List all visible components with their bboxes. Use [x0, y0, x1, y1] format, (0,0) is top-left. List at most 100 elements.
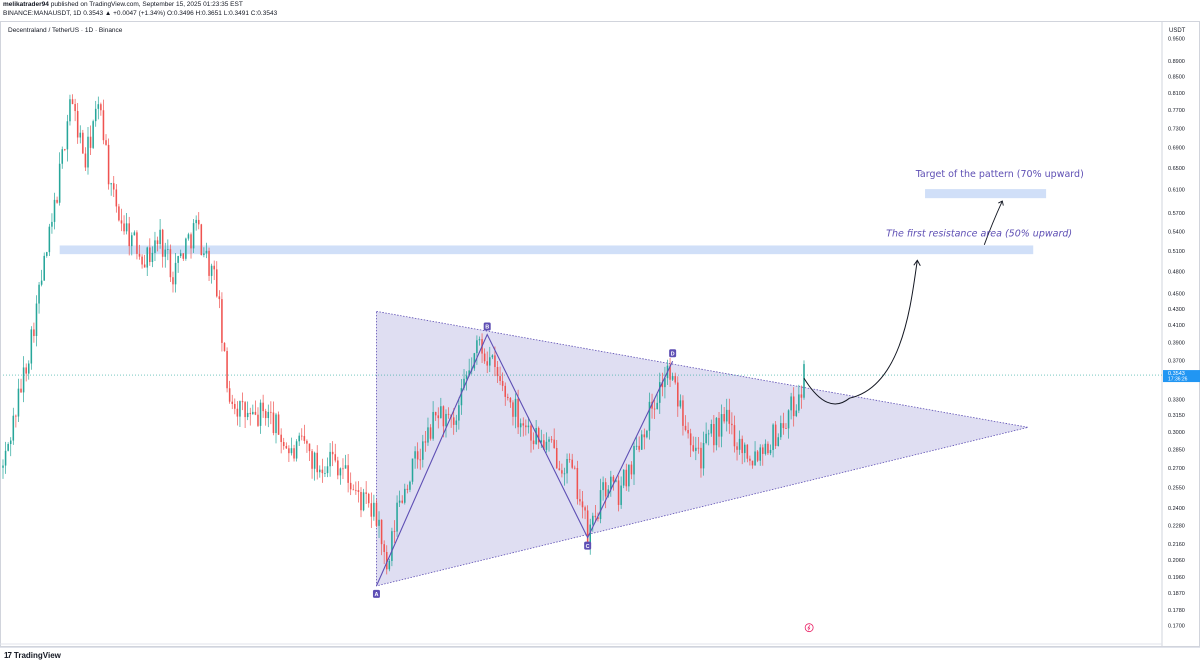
candle-body[interactable]	[378, 519, 380, 526]
candle-body[interactable]	[280, 434, 282, 443]
candle-body[interactable]	[349, 482, 352, 490]
candle-body[interactable]	[615, 480, 617, 482]
candle-body[interactable]	[398, 500, 401, 503]
target-arrow[interactable]	[983, 200, 1003, 245]
candle-body[interactable]	[468, 370, 470, 376]
candle-body[interactable]	[110, 183, 112, 185]
candle-body[interactable]	[445, 413, 447, 427]
candle-body[interactable]	[383, 544, 385, 553]
candle-body[interactable]	[519, 423, 522, 428]
candle-body[interactable]	[653, 408, 656, 410]
candle-body[interactable]	[411, 458, 414, 482]
candle-body[interactable]	[264, 411, 267, 419]
price-chart[interactable]: Decentraland / TetherUS · 1D · Binance US…	[0, 21, 1200, 647]
candle-body[interactable]	[15, 415, 17, 417]
candle-body[interactable]	[316, 452, 318, 473]
candle-body[interactable]	[718, 417, 720, 437]
candle-body[interactable]	[548, 439, 550, 442]
candle-body[interactable]	[393, 531, 396, 532]
candle-body[interactable]	[241, 401, 244, 403]
candle-body[interactable]	[64, 149, 66, 150]
candle-body[interactable]	[764, 443, 767, 454]
candle-body[interactable]	[12, 415, 15, 441]
candle-body[interactable]	[589, 524, 591, 544]
candle-body[interactable]	[728, 409, 731, 424]
candle-body[interactable]	[731, 423, 733, 426]
candle-body[interactable]	[702, 442, 705, 469]
candle-body[interactable]	[496, 366, 499, 377]
candle-body[interactable]	[17, 388, 20, 417]
candle-body[interactable]	[357, 490, 360, 492]
candle-body[interactable]	[236, 408, 239, 417]
abcd-point-marker[interactable]	[483, 322, 491, 331]
candle-body[interactable]	[774, 424, 777, 446]
candle-body[interactable]	[447, 413, 450, 415]
candle-body[interactable]	[625, 469, 628, 487]
candle-body[interactable]	[630, 464, 633, 475]
candle-body[interactable]	[478, 339, 481, 341]
candle-body[interactable]	[84, 153, 87, 168]
candle-body[interactable]	[465, 375, 468, 379]
candle-body[interactable]	[777, 437, 780, 446]
candle-body[interactable]	[40, 280, 43, 285]
candle-body[interactable]	[56, 199, 58, 203]
candle-body[interactable]	[200, 224, 203, 256]
candle-body[interactable]	[664, 378, 666, 388]
candle-body[interactable]	[326, 466, 329, 474]
candle-body[interactable]	[275, 414, 277, 434]
candle-body[interactable]	[715, 417, 718, 446]
candle-body[interactable]	[125, 223, 128, 232]
candle-body[interactable]	[149, 247, 151, 263]
candle-body[interactable]	[187, 234, 190, 239]
candle-body[interactable]	[537, 427, 540, 443]
candle-body[interactable]	[522, 423, 525, 426]
candle-body[interactable]	[342, 468, 344, 470]
candle-body[interactable]	[252, 411, 254, 415]
candle-body[interactable]	[244, 402, 246, 418]
candle-body[interactable]	[648, 401, 651, 431]
candle-body[interactable]	[643, 434, 646, 438]
candle-body[interactable]	[592, 515, 594, 525]
candle-body[interactable]	[767, 443, 769, 454]
candle-body[interactable]	[151, 252, 154, 263]
candle-body[interactable]	[169, 249, 172, 278]
candle-body[interactable]	[355, 489, 357, 491]
candle-body[interactable]	[483, 353, 486, 362]
candle-body[interactable]	[416, 451, 419, 460]
candle-body[interactable]	[602, 482, 604, 491]
candle-body[interactable]	[658, 382, 661, 403]
candle-body[interactable]	[288, 448, 290, 454]
candle-body[interactable]	[380, 519, 383, 545]
candle-body[interactable]	[120, 220, 123, 224]
candle-body[interactable]	[455, 420, 458, 425]
candle-body[interactable]	[507, 396, 509, 398]
candle-body[interactable]	[741, 438, 743, 454]
candle-body[interactable]	[277, 414, 280, 435]
candle-body[interactable]	[494, 355, 496, 367]
candle-body[interactable]	[746, 444, 749, 459]
candle-body[interactable]	[762, 447, 764, 454]
candle-body[interactable]	[136, 232, 138, 254]
candle-body[interactable]	[66, 121, 69, 150]
candle-body[interactable]	[579, 499, 581, 502]
candle-body[interactable]	[638, 445, 640, 450]
candle-body[interactable]	[671, 376, 674, 380]
candle-body[interactable]	[293, 448, 295, 459]
candle-body[interactable]	[172, 277, 174, 285]
candle-body[interactable]	[303, 435, 306, 441]
candle-body[interactable]	[177, 256, 179, 263]
candle-body[interactable]	[146, 247, 149, 268]
candle-body[interactable]	[610, 476, 612, 490]
candle-body[interactable]	[437, 415, 440, 419]
candle-body[interactable]	[215, 269, 218, 297]
candle-body[interactable]	[182, 253, 185, 259]
candle-body[interactable]	[584, 507, 586, 511]
candle-body[interactable]	[530, 425, 532, 441]
candle-body[interactable]	[427, 427, 429, 443]
candle-body[interactable]	[234, 403, 236, 409]
candle-body[interactable]	[540, 440, 543, 443]
candle-body[interactable]	[321, 469, 324, 474]
candle-body[interactable]	[661, 382, 664, 388]
candle-body[interactable]	[787, 410, 790, 429]
candle-body[interactable]	[334, 454, 337, 461]
